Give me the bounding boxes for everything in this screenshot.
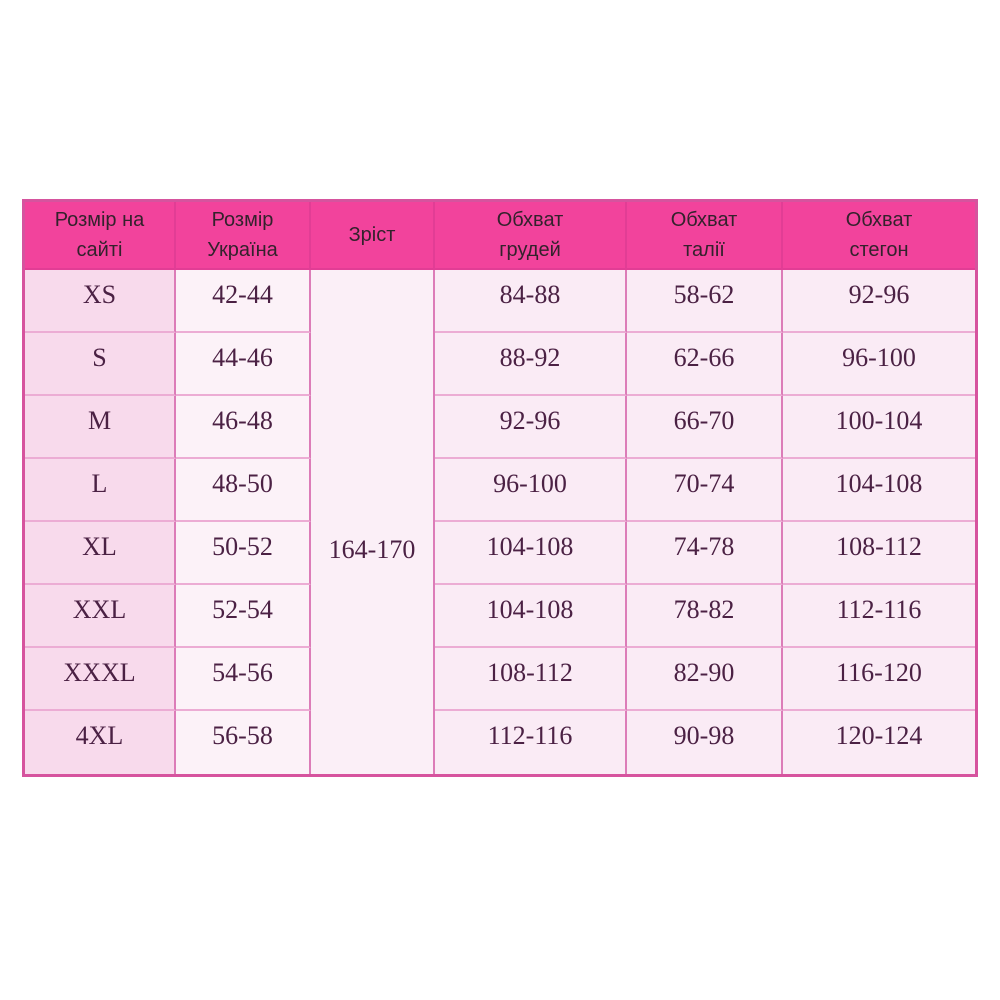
size-site-cell: XL — [25, 522, 176, 585]
hips-cell: 96-100 — [783, 333, 975, 396]
chest-cell: 104-108 — [435, 585, 627, 648]
height-merged-cell: 164-170 — [311, 270, 435, 774]
size-ua-cell: 54-56 — [176, 648, 311, 711]
hips-cell: 104-108 — [783, 459, 975, 522]
waist-cell: 78-82 — [627, 585, 783, 648]
chest-header: Обхват грудей — [435, 202, 627, 270]
size-ua-cell: 48-50 — [176, 459, 311, 522]
hips-cell: 108-112 — [783, 522, 975, 585]
size-site-cell: L — [25, 459, 176, 522]
size-site-cell: S — [25, 333, 176, 396]
hips-cell: 112-116 — [783, 585, 975, 648]
waist-header-label: Обхват талії — [670, 209, 738, 261]
size-ua-cell: 50-52 — [176, 522, 311, 585]
size-chart-table: Розмір на сайті Розмір Україна Зріст Обх… — [22, 199, 978, 777]
hips-cell: 100-104 — [783, 396, 975, 459]
size-ua-cell: 44-46 — [176, 333, 311, 396]
chest-header-label: Обхват грудей — [496, 209, 564, 261]
waist-cell: 66-70 — [627, 396, 783, 459]
size-site-cell: XS — [25, 270, 176, 333]
chest-cell: 104-108 — [435, 522, 627, 585]
size-site-cell: M — [25, 396, 176, 459]
size-ua-cell: 42-44 — [176, 270, 311, 333]
chest-cell: 88-92 — [435, 333, 627, 396]
hips-header: Обхват стегон — [783, 202, 975, 270]
waist-cell: 90-98 — [627, 711, 783, 774]
height-header-label: Зріст — [348, 224, 396, 246]
size-site-header: Розмір на сайті — [25, 202, 176, 270]
waist-cell: 58-62 — [627, 270, 783, 333]
hips-cell: 120-124 — [783, 711, 975, 774]
waist-cell: 74-78 — [627, 522, 783, 585]
size-site-cell: 4XL — [25, 711, 176, 774]
size-ua-cell: 52-54 — [176, 585, 311, 648]
waist-cell: 70-74 — [627, 459, 783, 522]
size-ua-cell: 46-48 — [176, 396, 311, 459]
chest-cell: 84-88 — [435, 270, 627, 333]
chest-cell: 112-116 — [435, 711, 627, 774]
size-ua-cell: 56-58 — [176, 711, 311, 774]
hips-cell: 92-96 — [783, 270, 975, 333]
size-site-header-label: Розмір на сайті — [54, 209, 145, 261]
height-header: Зріст — [311, 202, 435, 270]
hips-cell: 116-120 — [783, 648, 975, 711]
size-site-cell: XXL — [25, 585, 176, 648]
size-ua-header: Розмір Україна — [176, 202, 311, 270]
size-ua-header-label: Розмір Україна — [207, 209, 278, 261]
waist-cell: 82-90 — [627, 648, 783, 711]
waist-cell: 62-66 — [627, 333, 783, 396]
chest-cell: 92-96 — [435, 396, 627, 459]
waist-header: Обхват талії — [627, 202, 783, 270]
size-site-cell: XXXL — [25, 648, 176, 711]
hips-header-label: Обхват стегон — [845, 209, 913, 261]
chest-cell: 96-100 — [435, 459, 627, 522]
chest-cell: 108-112 — [435, 648, 627, 711]
